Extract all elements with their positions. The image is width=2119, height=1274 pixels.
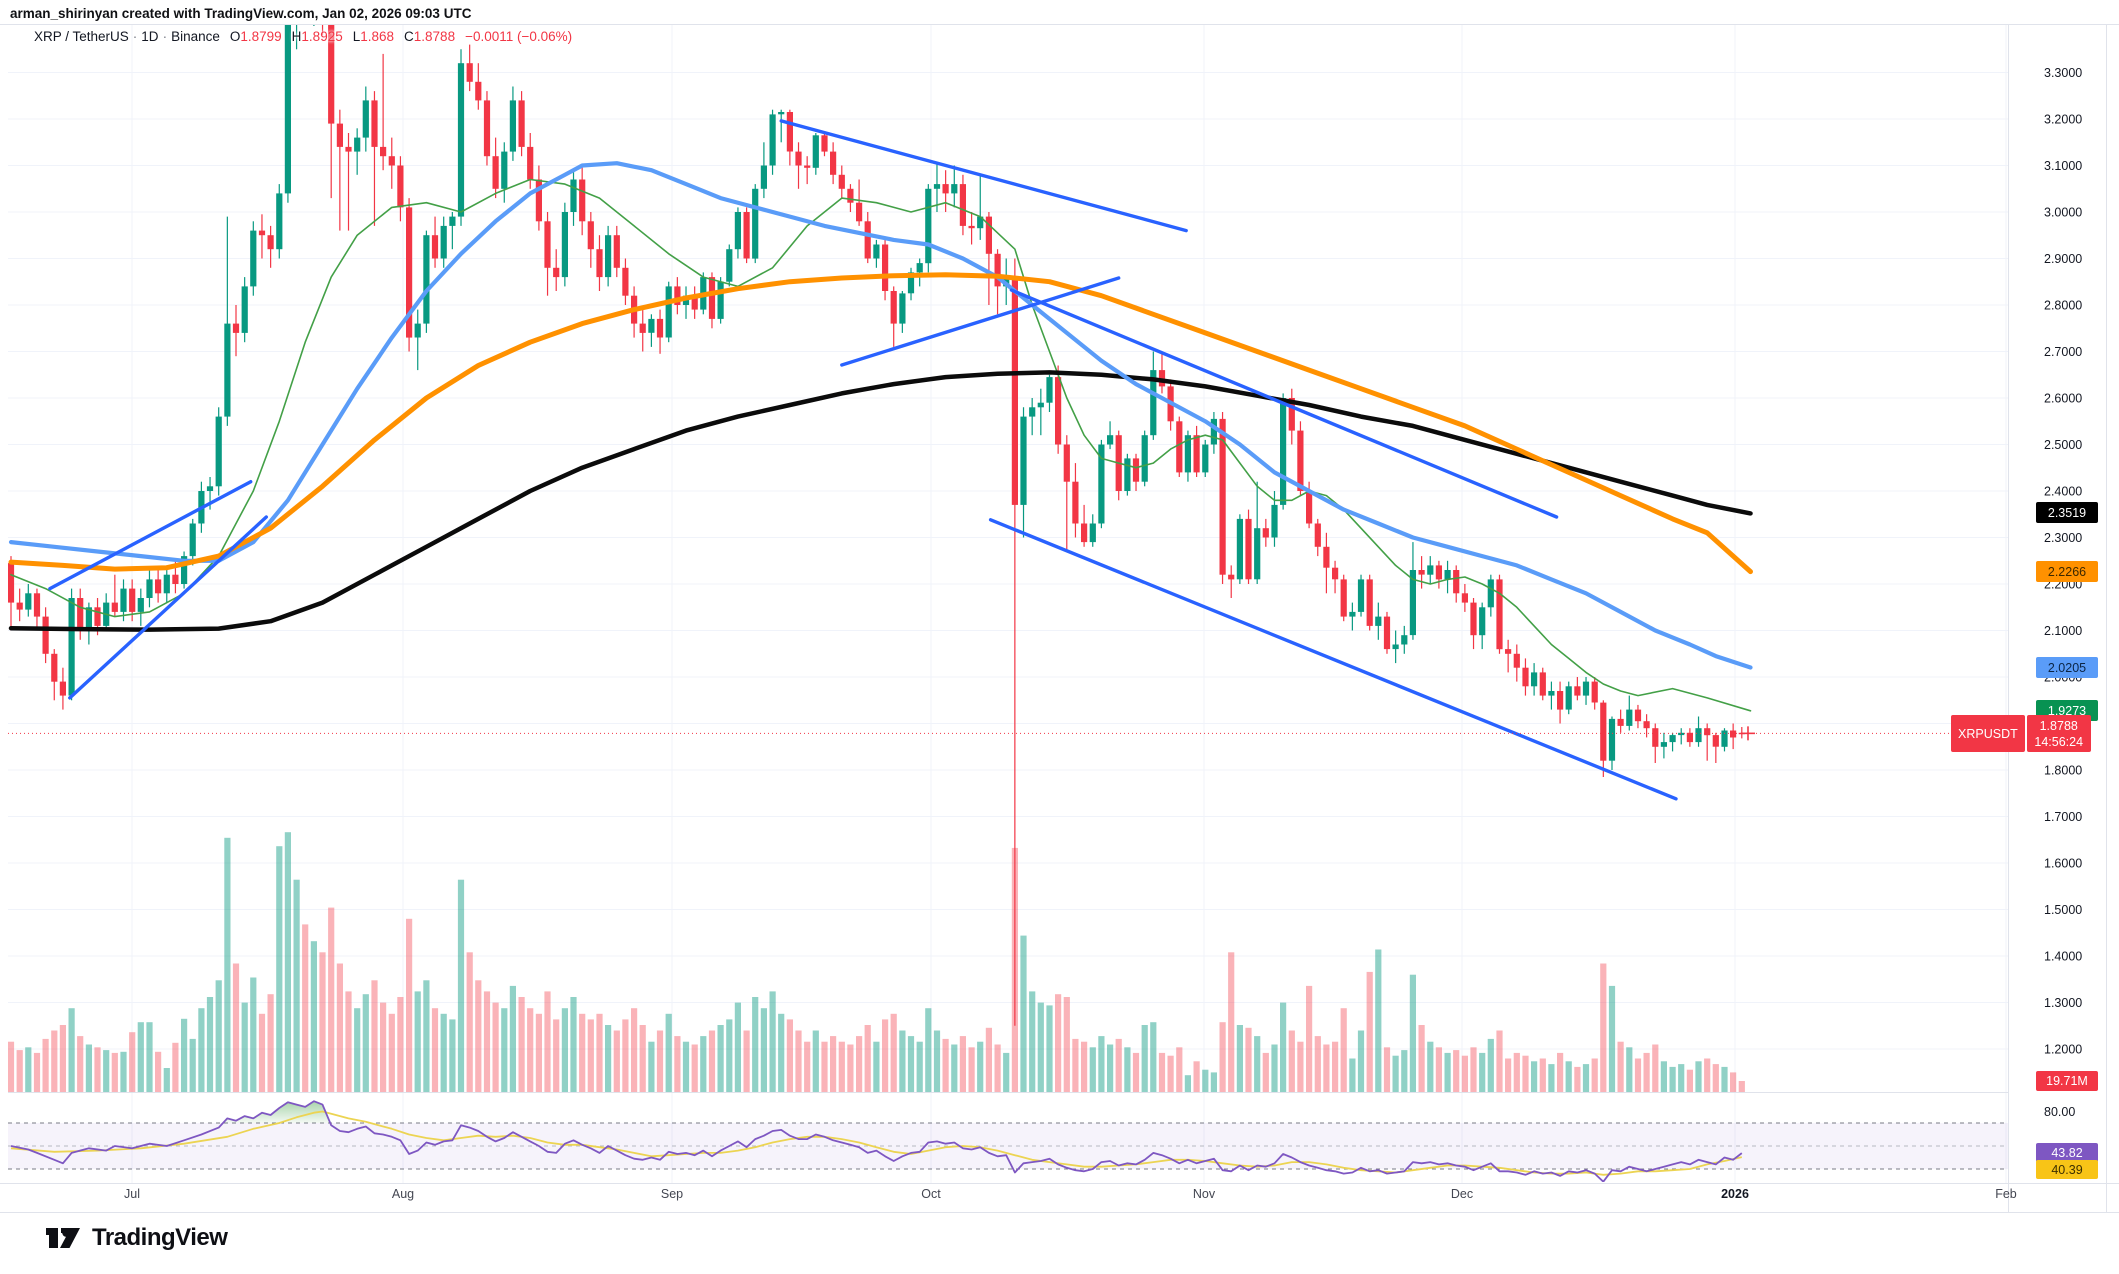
bar-countdown: 14:56:24 (2034, 734, 2084, 749)
volume-value-label: 19.71M (2036, 1071, 2098, 1091)
legend-open-value: 1.8799 (240, 29, 282, 44)
svg-text:2.1000: 2.1000 (2044, 624, 2082, 638)
svg-text:3.1000: 3.1000 (2044, 159, 2082, 173)
legend-close-value: 1.8788 (413, 29, 456, 44)
current-price-label-row: XRPUSDT 1.8788 14:56:24 (1951, 715, 2091, 752)
svg-text:1.7000: 1.7000 (2044, 810, 2082, 824)
tradingview-logo-text: TradingView (92, 1224, 228, 1251)
svg-text:2.3000: 2.3000 (2044, 531, 2082, 545)
svg-text:2.6000: 2.6000 (2044, 392, 2082, 406)
legend-high-value: 1.8925 (301, 29, 343, 44)
svg-text:2.4000: 2.4000 (2044, 485, 2082, 499)
svg-text:2.9000: 2.9000 (2044, 252, 2082, 266)
chart-legend[interactable]: XRP / TetherUS · 1D · Binance O1.8799 H1.8925 L… (34, 29, 572, 44)
legend-symbol: XRP / TetherUS (34, 29, 129, 44)
svg-text:1.5000: 1.5000 (2044, 903, 2082, 917)
legend-low-label: L (352, 29, 361, 44)
legend-separator: · (132, 29, 138, 44)
svg-text:2.5000: 2.5000 (2044, 438, 2082, 452)
widget-top-border (0, 24, 2119, 25)
legend-timeframe: 1D (141, 29, 159, 44)
rsi-ma-value-label: 40.39 (2036, 1160, 2098, 1179)
svg-text:2026: 2026 (1721, 1187, 1749, 1201)
legend-close-label: C (404, 29, 414, 44)
current-price-value: 1.8788 (2039, 718, 2078, 733)
tradingview-logo-icon (44, 1224, 82, 1252)
svg-text:1.2000: 1.2000 (2044, 1043, 2082, 1057)
svg-text:1.3000: 1.3000 (2044, 996, 2082, 1010)
svg-text:Jul: Jul (124, 1187, 140, 1201)
legend-exchange: Binance (171, 29, 220, 44)
svg-text:3.2000: 3.2000 (2044, 113, 2082, 127)
ma50-price-label: 2.0205 (2036, 657, 2098, 678)
svg-text:3.0000: 3.0000 (2044, 206, 2082, 220)
svg-text:Sep: Sep (661, 1187, 683, 1201)
svg-text:Nov: Nov (1193, 1187, 1216, 1201)
attribution-text: arman_shirinyan created with TradingView… (10, 6, 472, 21)
current-price-label: 1.8788 14:56:24 (2026, 715, 2091, 752)
legend-open-label: O (229, 29, 241, 44)
svg-text:Oct: Oct (921, 1187, 941, 1201)
svg-text:2.7000: 2.7000 (2044, 345, 2082, 359)
svg-text:2.8000: 2.8000 (2044, 299, 2082, 313)
svg-text:1.8000: 1.8000 (2044, 764, 2082, 778)
ticker-symbol-label: XRPUSDT (1951, 715, 2025, 752)
svg-text:3.3000: 3.3000 (2044, 66, 2082, 80)
svg-text:1.6000: 1.6000 (2044, 857, 2082, 871)
tradingview-logo[interactable]: TradingView (44, 1224, 228, 1252)
legend-change-value: −0.0011 (−0.06%) (465, 29, 573, 44)
svg-text:Feb: Feb (1995, 1187, 2017, 1201)
legend-separator: · (162, 29, 168, 44)
legend-low-value: 1.868 (360, 29, 395, 44)
svg-text:Aug: Aug (392, 1187, 414, 1201)
svg-text:1.4000: 1.4000 (2044, 950, 2082, 964)
ma200-price-label: 2.3519 (2036, 502, 2098, 523)
legend-high-label: H (291, 29, 302, 44)
ma100-price-label: 2.2266 (2036, 561, 2098, 582)
svg-text:Dec: Dec (1451, 1187, 1473, 1201)
svg-text:80.00: 80.00 (2044, 1105, 2075, 1119)
rsi-value-label: 43.82 (2036, 1143, 2098, 1162)
